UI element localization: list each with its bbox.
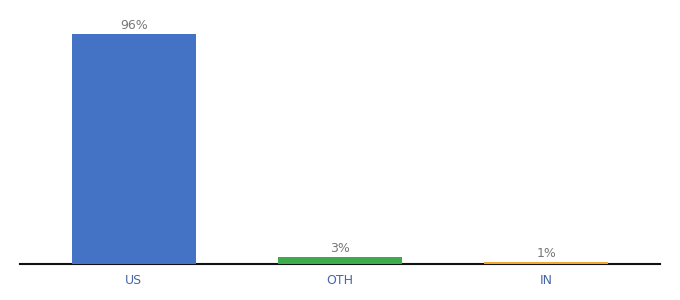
Bar: [484, 262, 608, 264]
Text: 1%: 1%: [537, 247, 556, 260]
Text: 96%: 96%: [120, 19, 148, 32]
Text: 3%: 3%: [330, 242, 350, 255]
Bar: [278, 257, 402, 264]
Bar: [72, 34, 196, 264]
